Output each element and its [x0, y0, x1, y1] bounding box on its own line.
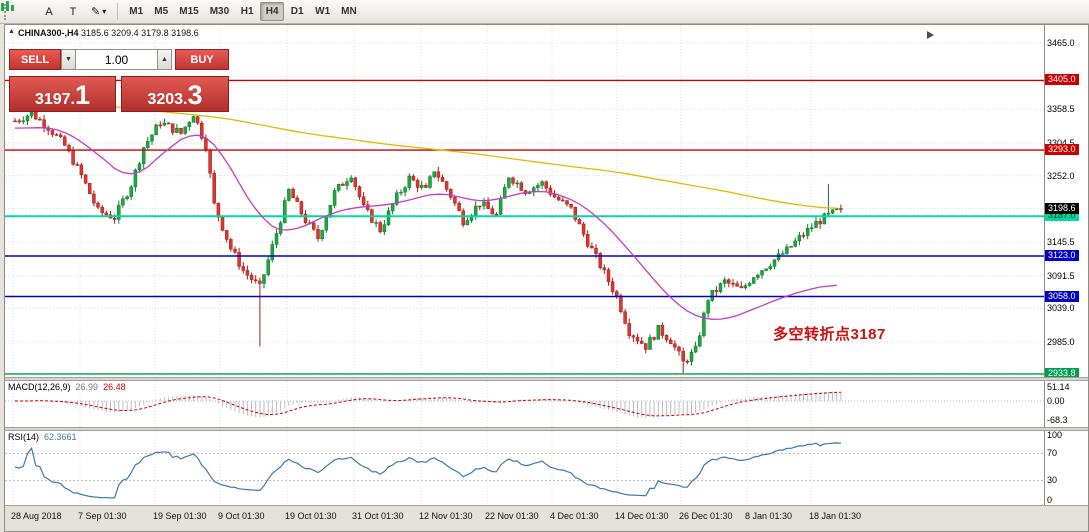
- rsi-axis-label: 100: [1047, 431, 1063, 440]
- time-label: 28 Aug 2018: [11, 511, 62, 521]
- rsi-axis-label: 0: [1047, 495, 1053, 505]
- buy-button[interactable]: BUY: [175, 49, 229, 70]
- macd-value-2: 26.48: [103, 382, 126, 392]
- price-axis-label: 3252.0: [1047, 171, 1075, 181]
- rsi-plot[interactable]: [5, 431, 1044, 505]
- time-label: 7 Sep 01:30: [78, 511, 127, 521]
- rsi-axis-label: 30: [1047, 475, 1058, 485]
- timeframe-button-m30[interactable]: M30: [209, 6, 230, 17]
- one-click-collapse-arrow[interactable]: ▲: [8, 28, 15, 35]
- rsi-value: 62.3661: [44, 432, 77, 442]
- price-axis-label: 3358.5: [1047, 104, 1075, 114]
- time-label: 22 Nov 01:30: [485, 511, 539, 521]
- timeframe-group: M1 M5 M15 M30 H1 H4 D1 W1 MN: [124, 2, 361, 21]
- price-axis-label: 2985.0: [1047, 337, 1075, 347]
- draw-tool-button[interactable]: ✎ ▾: [86, 2, 111, 21]
- text-label-tool-button[interactable]: A: [45, 5, 53, 18]
- level-price-label: 3293.0: [1045, 144, 1079, 155]
- price-chart-pane[interactable]: ▲ CHINA300-,H4 3185.6 3209.4 3179.8 3198…: [5, 25, 1044, 377]
- buy-price-display[interactable]: 3203. 3: [121, 76, 229, 112]
- macd-axis[interactable]: 51.14 0.00 -68.3: [1044, 381, 1088, 427]
- symbol-name: CHINA300-,H4: [18, 28, 79, 38]
- time-label: 19 Sep 01:30: [153, 511, 207, 521]
- level-price-label: 3187.0: [1045, 210, 1079, 221]
- macd-pane[interactable]: MACD(12,26,9) 26.99 26.48: [5, 381, 1044, 427]
- macd-name: MACD(12,26,9): [8, 382, 71, 392]
- pane-separator-rsi[interactable]: [5, 427, 1088, 431]
- price-axis[interactable]: 3465.0 3358.5 3304.5 3252.0 3145.5 3091.5 3039…: [1044, 25, 1088, 377]
- rsi-axis[interactable]: 100 70 30 0: [1044, 431, 1088, 505]
- macd-plot[interactable]: [5, 381, 1044, 427]
- timeframe-button-h4[interactable]: H4: [260, 2, 285, 21]
- rsi-label: RSI(14) 62.3661: [8, 432, 82, 442]
- pane-separator-macd[interactable]: [5, 377, 1088, 381]
- toolbar: A T ✎ ▾ M1 M5 M15 M30 H1 H4 D1 W1 MN: [0, 0, 1089, 24]
- level-price-label: 3405.0: [1045, 74, 1079, 85]
- time-label: 9 Oct 01:30: [218, 511, 265, 521]
- timeframe-button-m15[interactable]: M15: [179, 6, 199, 17]
- sell-price-display[interactable]: 3197. 1: [9, 76, 116, 112]
- price-axis-label: 3304.5: [1047, 138, 1075, 148]
- sell-price-big-digit: 1: [75, 80, 91, 110]
- price-axis-label: 3145.5: [1047, 237, 1075, 247]
- rsi-pane[interactable]: RSI(14) 62.3661: [5, 431, 1044, 505]
- price-axis-label: 3465.0: [1047, 38, 1075, 48]
- candlestick-chart[interactable]: [5, 25, 1044, 377]
- rsi-name: RSI(14): [8, 432, 40, 442]
- text-tool-button[interactable]: T: [69, 5, 77, 18]
- time-label: 4 Dec 01:30: [550, 511, 599, 521]
- time-label: 12 Nov 01:30: [419, 511, 473, 521]
- time-label: 31 Oct 01:30: [352, 511, 404, 521]
- time-label: 19 Oct 01:30: [285, 511, 337, 521]
- toolbar-separator: [117, 3, 119, 20]
- pencil-icon: ✎: [91, 6, 101, 18]
- sell-button[interactable]: SELL: [9, 49, 61, 70]
- timeframe-button-d1[interactable]: D1: [290, 6, 304, 17]
- one-click-trading-panel: SELL ▼ 1.00 ▲ BUY 3197. 1 3203. 3: [9, 49, 229, 113]
- level-price-label: 3058.0: [1045, 291, 1079, 302]
- time-label: 14 Dec 01:30: [615, 511, 669, 521]
- macd-axis-label: 51.14: [1047, 382, 1070, 392]
- time-label: 8 Jan 01:30: [745, 511, 793, 521]
- price-axis-label: 3039.0: [1047, 303, 1075, 313]
- macd-axis-label: -68.3: [1047, 415, 1068, 425]
- volume-input[interactable]: 1.00: [76, 49, 157, 70]
- chart-title: CHINA300-,H4 3185.6 3209.4 3179.8 3198.6: [18, 28, 199, 38]
- rsi-axis-label: 70: [1047, 448, 1058, 458]
- chart-shift-marker[interactable]: [927, 31, 934, 39]
- timeframe-button-m1[interactable]: M1: [129, 6, 144, 17]
- chart-window: ▲ CHINA300-,H4 3185.6 3209.4 3179.8 3198…: [4, 24, 1089, 532]
- buy-price-big-digit: 3: [187, 80, 203, 110]
- candlestick-chart-icon: [1, 1, 14, 11]
- timeframe-button-w1[interactable]: W1: [315, 6, 331, 17]
- macd-value-1: 26.99: [75, 382, 99, 392]
- level-price-label: 2933.8: [1045, 368, 1079, 377]
- level-price-label: 3123.0: [1045, 250, 1079, 261]
- buy-price-main: 3203.: [147, 91, 188, 108]
- timeframe-button-h1[interactable]: H1: [240, 6, 254, 17]
- price-axis-label: 3091.5: [1047, 271, 1075, 281]
- macd-label: MACD(12,26,9) 26.99 26.48: [8, 382, 131, 392]
- timeframe-button-m5[interactable]: M5: [154, 6, 169, 17]
- macd-axis-label: 0.00: [1047, 396, 1065, 406]
- time-label: 18 Jan 01:30: [809, 511, 862, 521]
- ohlc-values: 3185.6 3209.4 3179.8 3198.6: [81, 28, 199, 38]
- timeframe-button-mn[interactable]: MN: [341, 6, 357, 17]
- new-chart-icon[interactable]: [1, 1, 36, 21]
- current-price-label: 3198.6: [1045, 203, 1079, 214]
- sell-price-main: 3197.: [34, 91, 75, 108]
- volume-decrease-button[interactable]: ▼: [61, 49, 76, 70]
- chevron-down-icon: ▾: [102, 7, 107, 16]
- toolbar-drag-handle[interactable]: [4, 3, 8, 20]
- chart-annotation-text: 多空转折点3187: [773, 326, 886, 343]
- time-label: 26 Dec 01:30: [679, 511, 733, 521]
- time-axis[interactable]: 28 Aug 2018 7 Sep 01:30 19 Sep 01:30 9 Oct …: [5, 505, 1088, 531]
- volume-increase-button[interactable]: ▲: [157, 49, 172, 70]
